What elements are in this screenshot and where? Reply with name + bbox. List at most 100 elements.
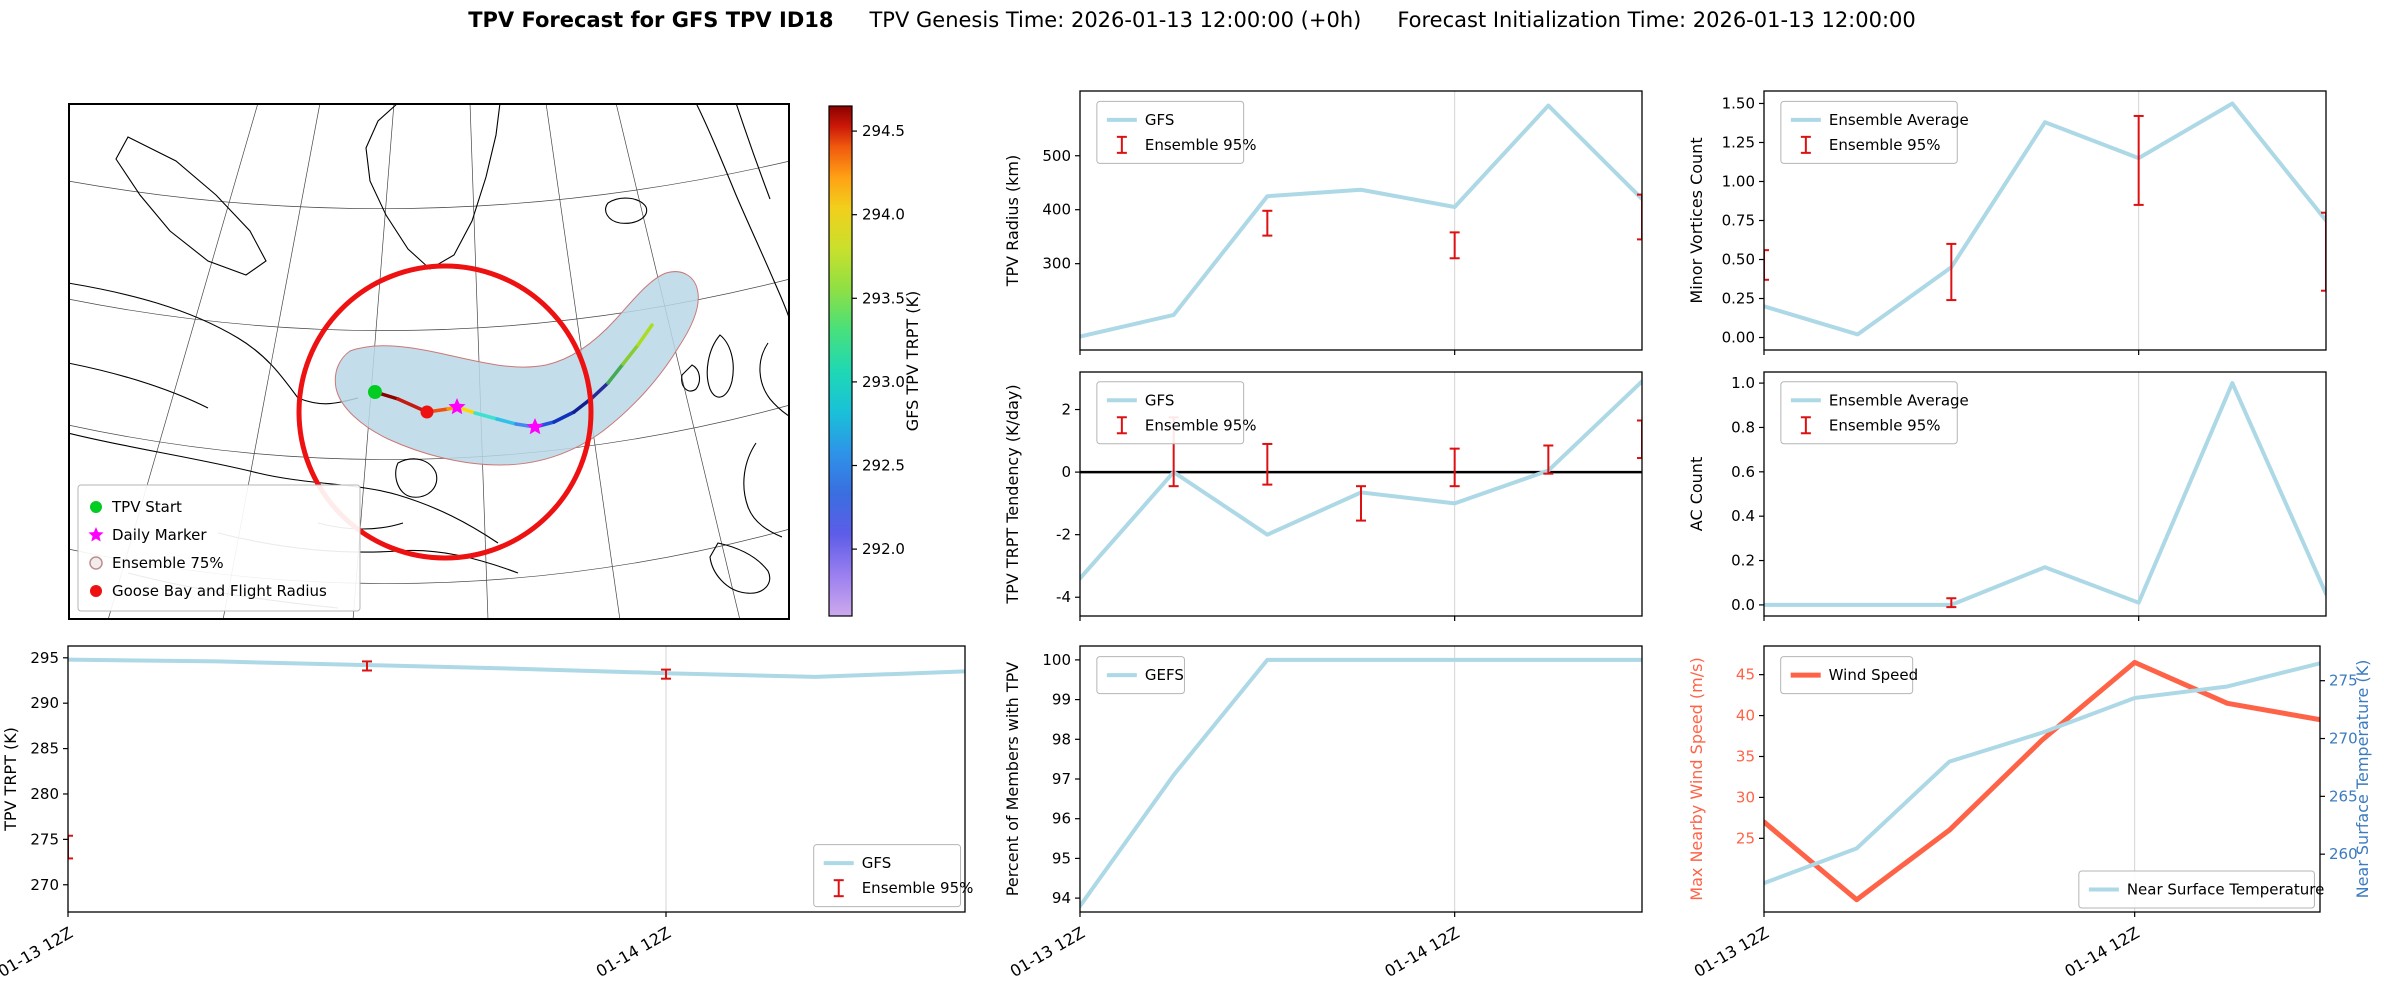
tpv-track-segment: [590, 381, 610, 400]
svg-text:400: 400: [1042, 201, 1071, 219]
flight-radius-circle: [296, 263, 594, 561]
errorbar: [1946, 242, 1957, 302]
svg-text:Daily Marker: Daily Marker: [112, 526, 207, 544]
svg-text:Near Surface Temperature (K): Near Surface Temperature (K): [2353, 660, 2372, 899]
svg-text:Ensemble 75%: Ensemble 75%: [112, 554, 224, 572]
svg-text:0: 0: [1061, 463, 1071, 481]
svg-text:01-14 12Z: 01-14 12Z: [1381, 923, 1462, 976]
tpv-start-marker: [368, 385, 382, 399]
errorbar: [1356, 485, 1366, 522]
errorbar: [661, 668, 671, 680]
svg-text:0.6: 0.6: [1731, 463, 1755, 481]
svg-text:Goose Bay and Flight Radius: Goose Bay and Flight Radius: [112, 582, 327, 600]
svg-text:TPV Radius (km): TPV Radius (km): [1003, 155, 1022, 288]
title-main: TPV Forecast for GFS TPV ID18: [468, 8, 834, 32]
svg-text:0.8: 0.8: [1731, 418, 1755, 436]
svg-text:270: 270: [2329, 730, 2358, 748]
axes-frame: [1763, 645, 2321, 913]
svg-text:40: 40: [1736, 707, 1755, 725]
series-near-surface-temperature: [1764, 661, 2320, 886]
daily-marker-star: [448, 398, 466, 415]
svg-text:Ensemble 95%: Ensemble 95%: [1829, 136, 1941, 154]
svg-text:GFS TPV TRPT (K): GFS TPV TRPT (K): [903, 291, 922, 431]
svg-text:294.0: 294.0: [862, 206, 905, 224]
svg-text:Minor Vortices Count: Minor Vortices Count: [1687, 137, 1706, 303]
svg-text:265: 265: [2329, 787, 2358, 805]
chart-ac-count: 0.0 0.2 0.4 0.6 0.8 1.0 AC Count Ensemble Avera…: [1686, 364, 2334, 624]
svg-text:500: 500: [1042, 147, 1071, 165]
legend: Ensemble Average Ensemble 95%: [1780, 100, 1969, 164]
svg-text:Ensemble 95%: Ensemble 95%: [1145, 416, 1257, 434]
tpv-track-segment: [636, 323, 654, 347]
svg-text:280: 280: [30, 785, 59, 803]
legend: Near Surface Temperature: [2078, 870, 2325, 909]
svg-text:AC Count: AC Count: [1687, 457, 1706, 531]
svg-text:260: 260: [2329, 845, 2358, 863]
svg-text:275: 275: [2329, 672, 2358, 690]
ensemble-75-region: [334, 271, 699, 466]
wind_temp-svg: 25 30 35 40 45 Max Nearby Wind Speed (m/s) 260…: [1687, 645, 2372, 981]
svg-text:0.75: 0.75: [1722, 212, 1755, 230]
svg-text:Ensemble Average: Ensemble Average: [1829, 391, 1969, 409]
svg-text:270: 270: [30, 876, 59, 894]
chart-minor-vortices: 0.00 0.25 0.50 0.75 1.00 1.25 1.50 Minor Vortic…: [1686, 83, 2334, 360]
colorbar-svg: 292.0 292.5 293.0 293.5 294.0 294.5 GFS TPV TR…: [828, 105, 922, 617]
svg-text:Near Surface Temperature: Near Surface Temperature: [2127, 881, 2325, 899]
errorbar: [2321, 211, 2326, 292]
svg-text:35: 35: [1736, 747, 1755, 765]
tpv-track-segment: [495, 417, 518, 426]
series-wind-speed: [1764, 659, 2320, 903]
svg-text:95: 95: [1052, 849, 1071, 867]
figure-title: TPV Forecast for GFS TPV ID18 TPV Genesi…: [0, 8, 2384, 32]
series-gfs: [1080, 103, 1642, 339]
svg-text:1.0: 1.0: [1731, 374, 1755, 392]
colorbar: 292.0 292.5 293.0 293.5 294.0 294.5 GFS TPV TR…: [820, 96, 1000, 626]
series-ensemble-average: [1764, 381, 2326, 607]
svg-text:01-13 12Z: 01-13 12Z: [1691, 923, 1772, 976]
svg-text:0.50: 0.50: [1722, 251, 1755, 269]
tpv-track-segment: [473, 411, 499, 421]
legend: Ensemble Average Ensemble 95%: [1780, 381, 1969, 445]
percent_members-svg: 94 95 96 97 98 99 100 Percent of Members with T…: [1003, 645, 1643, 981]
axes-frame: [1079, 90, 1643, 351]
minor_vortices-svg: 0.00 0.25 0.50 0.75 1.00 1.25 1.50 Minor Vortic…: [1687, 90, 2327, 355]
errorbar: [1637, 193, 1642, 241]
svg-text:TPV TRPT (K): TPV TRPT (K): [1, 727, 20, 832]
colorbar-gradient: [828, 105, 853, 617]
axes-frame: [67, 645, 966, 913]
svg-text:Ensemble 95%: Ensemble 95%: [1829, 416, 1941, 434]
svg-text:Max Nearby Wind Speed (m/s): Max Nearby Wind Speed (m/s): [1687, 657, 1706, 900]
title-genesis-time: TPV Genesis Time: 2026-01-13 12:00:00 (+…: [869, 8, 1362, 32]
tpv-track-map: TPV Start Daily Marker Ensemble 75% Goose B…: [67, 102, 791, 621]
svg-text:01-13 12Z: 01-13 12Z: [1007, 923, 1088, 976]
chart-tpv-trpt-tendency: -4 -2 0 2 TPV TRPT Tendency (K/day) GFS Ensemb…: [1002, 364, 1650, 624]
errorbar: [1543, 444, 1554, 475]
svg-text:0.2: 0.2: [1731, 552, 1755, 570]
errorbar: [1764, 249, 1769, 281]
series-ensemble-average: [1764, 101, 2326, 337]
daily-marker-star: [526, 418, 544, 435]
chart-tpv-trpt: 270 275 280 285 290 295 TPV TRPT (K) 01-13 12Z 0…: [0, 638, 973, 981]
errorbar: [1449, 231, 1460, 260]
axes-frame: [1079, 371, 1643, 617]
errorbar: [1637, 419, 1642, 460]
errorbar: [2133, 114, 2144, 206]
tpv-track-segment: [552, 410, 576, 424]
chart-wind-and-temperature: 25 30 35 40 45 Max Nearby Wind Speed (m/s) 260…: [1686, 638, 2382, 981]
svg-text:1.25: 1.25: [1722, 133, 1755, 151]
svg-text:0.0: 0.0: [1731, 596, 1755, 614]
ac_count-svg: 0.0 0.2 0.4 0.6 0.8 1.0 AC Count Ensemble Avera…: [1687, 371, 2327, 621]
svg-text:2: 2: [1061, 401, 1071, 419]
svg-text:-4: -4: [1056, 588, 1071, 606]
svg-text:99: 99: [1052, 691, 1071, 709]
svg-text:0.25: 0.25: [1722, 290, 1755, 308]
series-gfs: [68, 657, 965, 679]
svg-text:275: 275: [30, 830, 59, 848]
errorbar: [362, 660, 372, 672]
svg-text:300: 300: [1042, 255, 1071, 273]
svg-text:01-14 12Z: 01-14 12Z: [593, 923, 674, 976]
errorbar: [1262, 209, 1273, 237]
title-init-time: Forecast Initialization Time: 2026-01-13…: [1397, 8, 1916, 32]
errorbar: [68, 834, 73, 860]
